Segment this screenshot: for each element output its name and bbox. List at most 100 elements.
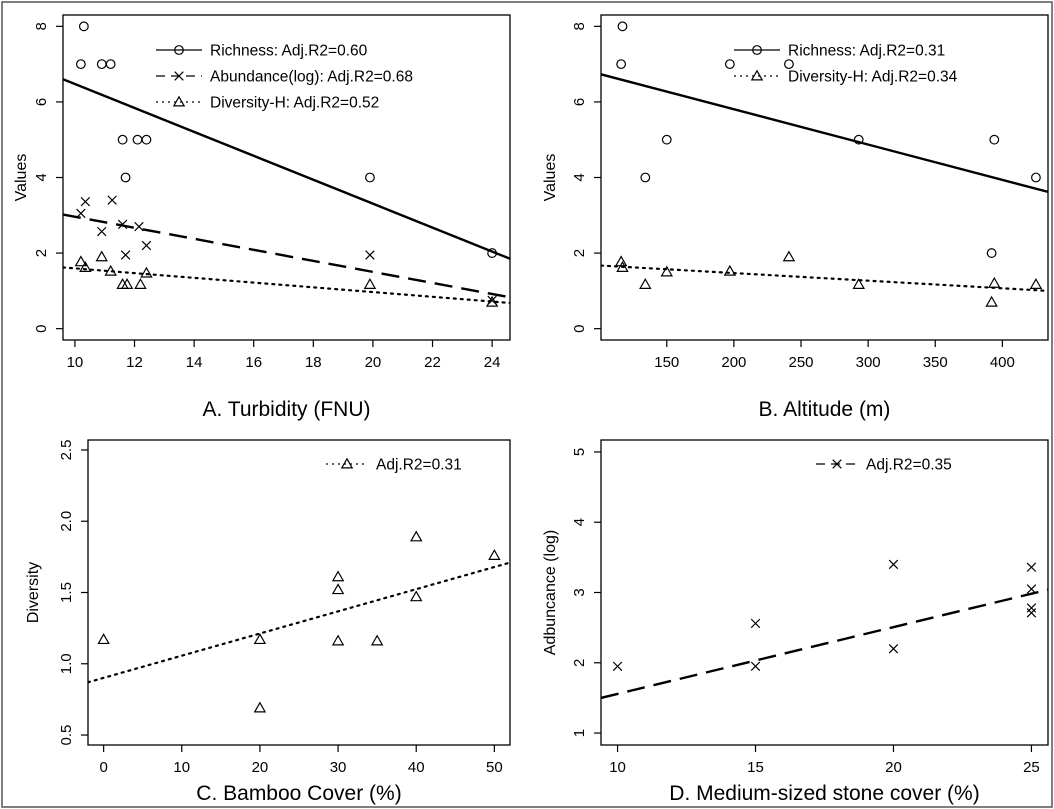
y-axis-title: Values [542,154,559,202]
y-tick-label: 2 [571,659,588,667]
point-triangle-2 [253,701,267,713]
point-cross-5 [120,250,131,260]
point-triangle-9 [1029,278,1043,289]
point-cross-0 [76,208,86,219]
point-triangle-0 [97,633,110,645]
legend-marker-1 [750,69,764,81]
point-triangle-6 [852,278,865,289]
x-axis-title: D. Medium-sized stone cover (%) [669,782,979,805]
x-tick-label: 10 [609,759,626,776]
y-tick-label: 4 [33,173,50,181]
x-tick-label: 25 [1023,759,1040,776]
x-tick-label: 50 [486,759,503,776]
point-circle-1 [78,21,89,32]
fit-line-dashed [601,588,1048,700]
fit-line-dashed [63,213,510,299]
x-tick-label: 40 [408,759,425,776]
point-triangle-6 [134,278,147,289]
point-triangle-7 [140,266,153,278]
point-circle-4 [117,134,128,145]
point-triangle-8 [409,590,423,602]
point-cross-6 [134,221,144,232]
series-cross [601,559,1048,700]
x-tick-label: 16 [245,354,262,371]
point-triangle-8 [988,276,1001,288]
x-tick-label: 10 [173,759,190,776]
x-axis-title: A. Turbidity (FNU) [202,398,370,421]
series-circle [601,21,1048,258]
x-tick-label: 0 [99,759,107,776]
x-tick-label: 10 [67,354,84,371]
x-tick-label: 150 [654,354,679,371]
point-triangle-2 [639,278,652,289]
x-axis-title: B. Altitude (m) [759,398,891,421]
fit-line-dotted [63,266,510,305]
x-axis-title: C. Bamboo Cover (%) [196,782,401,805]
series-triangle [63,250,510,307]
y-tick-label: 2.0 [58,511,75,532]
legend-label: Richness: Adj.R2=0.31 [788,43,945,60]
point-triangle-5 [782,250,796,262]
point-cross-1 [750,618,761,629]
point-circle-3 [105,59,116,70]
point-triangle-1 [253,633,267,645]
point-triangle-5 [331,634,345,646]
point-cross-5 [1026,562,1037,572]
point-cross-4 [117,219,128,230]
chart-panel-c: 0 10 20 30 40 50 0.5 1.0 1.5 2.0 2.5 C. Bamboo Cove… [25,439,511,805]
y-tick-label: 2 [571,249,588,257]
series-circle [63,21,510,260]
point-triangle-2 [95,250,108,262]
fit-line-solid [601,73,1048,194]
x-tick-label: 300 [856,354,881,371]
fit-line-dotted [601,264,1048,292]
point-triangle-9 [488,549,501,560]
point-circle-7 [141,134,152,145]
point-circle-5 [784,59,794,70]
point-circle-5 [120,172,131,183]
point-triangle-3 [331,570,345,582]
legend-entry: Abundance(log): Adj.R2=0.68 [156,69,413,86]
point-cross-2 [97,226,107,237]
x-tick-label: 12 [126,354,143,371]
legend-label: Adj.R2=0.35 [866,457,952,474]
x-tick-label: 24 [484,354,501,371]
x-tick-label: 350 [923,354,948,371]
series-cross [63,195,510,306]
point-circle-2 [640,172,651,183]
point-circle-1 [617,21,628,32]
point-triangle-1 [79,261,92,272]
legend-entry: Adj.R2=0.35 [816,457,952,474]
point-circle-9 [487,248,498,258]
x-tick-label: 20 [365,354,382,371]
x-tick-label: 30 [330,759,347,776]
y-tick-label: 8 [33,22,50,30]
y-tick-label: 6 [33,98,50,106]
y-axis-title: Adbuncance (log) [542,530,559,655]
y-tick-label: 3 [571,588,588,596]
y-axis-title: Values [13,154,30,202]
y-tick-label: 1.0 [58,653,75,674]
fit-line-dotted [88,561,510,684]
legend-marker-0 [340,457,354,469]
x-tick-label: 22 [424,354,441,371]
point-cross-1 [80,196,91,207]
legend-entry: Richness: Adj.R2=0.60 [156,43,368,60]
fit-line-solid [63,78,510,260]
chart-panel-d: 10 15 20 25 1 2 3 4 5 D. Medium-sized stone cover… [542,439,1049,805]
legend-label: Diversity-H: Adj.R2=0.34 [788,69,958,86]
series-triangle [88,530,510,713]
point-triangle-7 [985,295,998,307]
point-triangle-3 [660,265,674,277]
point-triangle-7 [409,530,423,542]
point-triangle-5 [120,278,134,289]
point-cross-7 [141,240,152,251]
point-triangle-3 [104,264,117,276]
point-circle-6 [853,134,864,145]
legend-marker-0 [832,459,842,469]
point-circle-9 [1031,172,1041,183]
y-tick-label: 5 [571,448,588,456]
